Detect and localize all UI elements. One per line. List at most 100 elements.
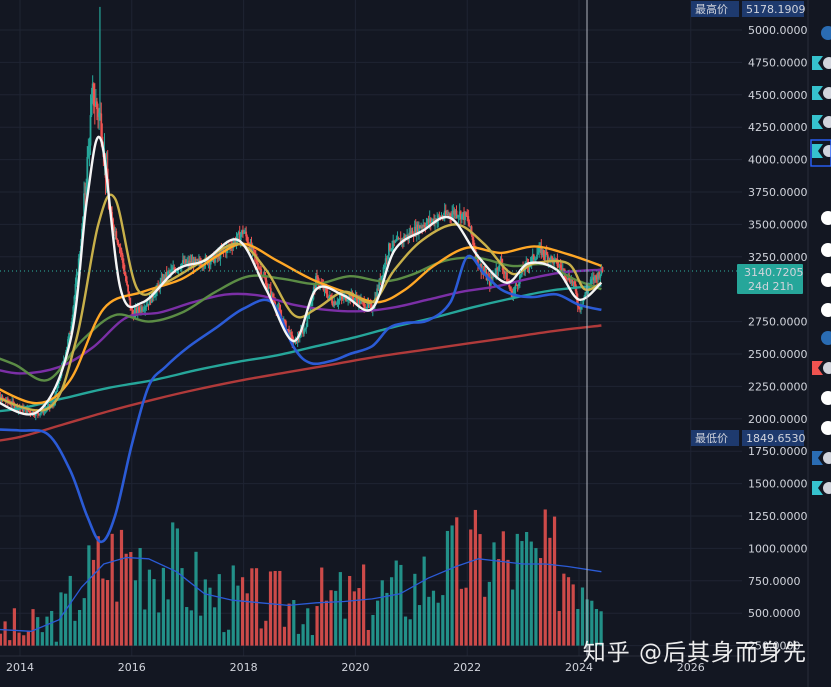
candle-body xyxy=(92,83,95,106)
candle-body xyxy=(352,297,355,301)
candle-body xyxy=(264,277,267,281)
volume-bar xyxy=(119,529,124,646)
candle-body xyxy=(259,268,262,270)
candle-body xyxy=(453,210,456,215)
candle-body xyxy=(536,254,538,259)
candle-body xyxy=(594,275,596,281)
volume-bar xyxy=(590,600,594,646)
x-tick-label: 2014 xyxy=(6,661,34,674)
candle-body xyxy=(56,388,59,392)
candle-body xyxy=(368,303,371,305)
candle-body xyxy=(273,299,275,303)
candle-body xyxy=(365,307,368,309)
volume-bar xyxy=(343,618,347,646)
candle-body xyxy=(279,310,282,316)
candle-body xyxy=(422,224,425,227)
candle-body xyxy=(531,254,534,258)
candle-body xyxy=(93,105,96,107)
candle-body xyxy=(430,220,433,223)
candle-body xyxy=(146,303,149,307)
volume-bar xyxy=(320,567,324,646)
volume-bar xyxy=(278,570,282,646)
candle-body xyxy=(383,265,386,268)
candle-body xyxy=(554,258,557,260)
volume-bar xyxy=(115,601,119,646)
candle-body xyxy=(508,283,511,287)
candle-body xyxy=(147,303,150,306)
candle-body xyxy=(465,212,468,216)
candle-body xyxy=(532,254,535,260)
candle-body xyxy=(312,287,315,294)
candle-body xyxy=(425,222,428,228)
volume-bar xyxy=(31,609,35,646)
flag-icon xyxy=(812,115,823,129)
symbol-icon xyxy=(823,362,831,374)
candle-body xyxy=(346,300,348,302)
flag-icon xyxy=(812,56,823,70)
volume-bar xyxy=(45,616,49,646)
candle-body xyxy=(198,260,200,262)
candle-body xyxy=(86,156,89,187)
candle-body xyxy=(292,342,295,344)
candle-body xyxy=(317,276,319,285)
lowest-value: 1849.6530 xyxy=(746,432,806,445)
volume-bar xyxy=(185,607,189,646)
highest-value-bg xyxy=(742,1,804,17)
candle-body xyxy=(541,249,544,255)
candle-body xyxy=(359,298,361,304)
candle-body xyxy=(538,247,541,253)
volume-bar xyxy=(599,611,603,646)
volume-bar xyxy=(0,633,3,646)
symbol-icon xyxy=(823,87,831,99)
volume-bar xyxy=(501,531,505,646)
candle-body xyxy=(161,278,164,284)
candle-body xyxy=(125,275,127,282)
candle-body xyxy=(447,213,449,216)
candle-body xyxy=(457,215,460,217)
candle-body xyxy=(469,226,472,228)
candle-body xyxy=(415,224,418,235)
candle-body xyxy=(353,298,356,301)
y-tick-label: 4750.0000 xyxy=(748,56,808,69)
candle-body xyxy=(149,297,152,303)
candle-body xyxy=(284,320,287,331)
right-panel-bg xyxy=(808,0,831,687)
candle-body xyxy=(96,101,98,110)
lowest-label: 最低价 xyxy=(695,432,728,445)
candle-body xyxy=(316,276,318,278)
candle-body xyxy=(40,411,43,413)
candle-body xyxy=(369,303,372,305)
selected-icon-frame xyxy=(810,139,831,167)
candle-body xyxy=(406,234,409,238)
volume-bar xyxy=(301,624,305,646)
current-price-text: 3140.7205 xyxy=(744,266,804,279)
candle-body xyxy=(208,261,211,265)
volume-bar xyxy=(245,593,249,646)
volume-bar xyxy=(594,609,599,646)
candle-body xyxy=(244,231,246,233)
candle-body xyxy=(185,259,187,264)
candle-body xyxy=(427,219,430,223)
volume-bar xyxy=(250,568,254,646)
symbol-icon xyxy=(823,57,831,69)
candle-body xyxy=(266,288,269,290)
volume-bar xyxy=(436,602,440,646)
candle-body xyxy=(471,235,474,240)
candle-body xyxy=(547,258,550,262)
candle-body xyxy=(551,256,553,259)
volume-bar xyxy=(189,610,193,646)
candle-body xyxy=(39,412,41,415)
volume-bar xyxy=(380,580,384,646)
volume-bar xyxy=(306,608,310,646)
volume-bar xyxy=(389,577,394,646)
candle-body xyxy=(396,237,399,241)
volume-bar xyxy=(110,533,114,646)
candle-body xyxy=(38,413,40,415)
lowest-label-bg xyxy=(691,430,739,446)
candle-body xyxy=(145,306,148,308)
candle-body xyxy=(144,306,147,310)
candle-body xyxy=(6,398,9,402)
candle-body xyxy=(137,307,140,311)
candle-body xyxy=(589,279,592,284)
